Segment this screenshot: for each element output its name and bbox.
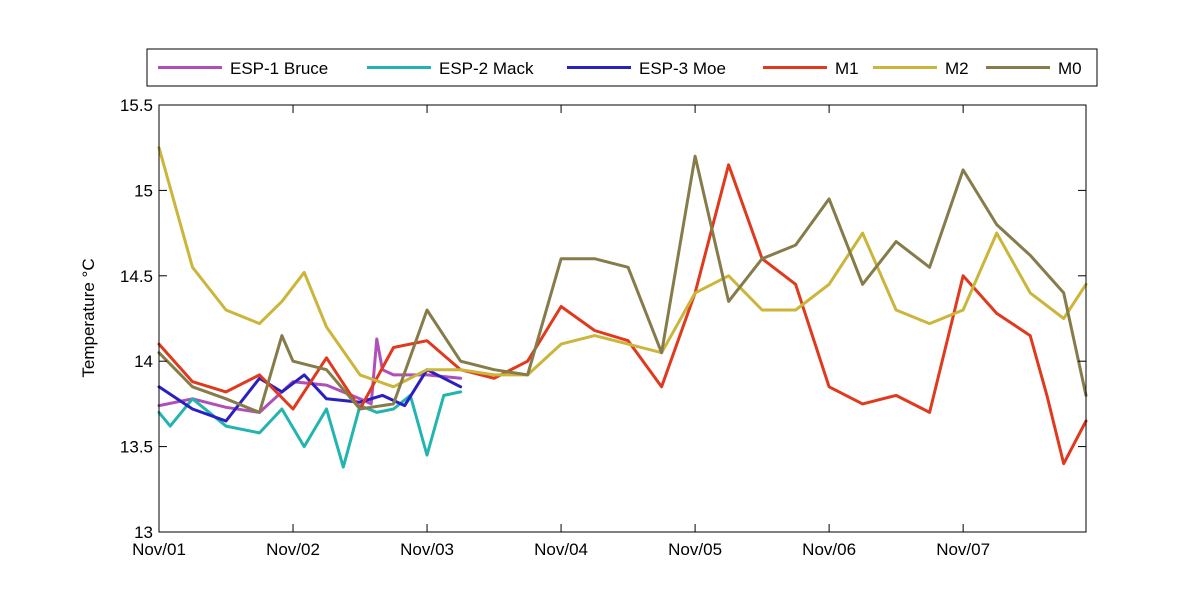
series-line-5 [157, 146, 1088, 389]
x-tick-label: Nov/01 [132, 540, 186, 559]
legend-label: ESP-1 Bruce [230, 59, 328, 78]
series-line-6 [157, 154, 1088, 414]
series-layer [157, 146, 1088, 469]
x-tick-label: Nov/07 [936, 540, 990, 559]
plot-frame [158, 104, 1087, 533]
legend-label: M2 [945, 59, 969, 78]
axis-layer: 13 13.5 14 14.5 15 15.5 Nov/01 Nov/02 Nov/03 Nov/… [120, 96, 1086, 559]
series-line-1 [157, 337, 463, 414]
y-tick-label: 14 [134, 352, 153, 371]
y-tick-label: 13 [134, 523, 153, 542]
series-line-2 [157, 390, 463, 469]
x-tick-label: Nov/02 [266, 540, 320, 559]
y-axis-label: Temperature °C [79, 258, 98, 377]
legend-label: ESP-3 Moe [639, 59, 726, 78]
y-tick-label: 13.5 [120, 438, 153, 457]
legend-label: M0 [1058, 59, 1082, 78]
legend: ESP-1 Bruce ESP-2 Mack ESP-3 Moe M1 M2 M0 [146, 48, 1098, 87]
series-line-3 [157, 368, 463, 423]
legend-label: M1 [835, 59, 859, 78]
x-tick-label: Nov/06 [802, 540, 856, 559]
plot-area [159, 105, 1086, 532]
legend-label: ESP-2 Mack [439, 59, 534, 78]
y-tick-label: 15 [134, 181, 153, 200]
y-tick-label: 14.5 [120, 267, 153, 286]
x-tick-label: Nov/05 [668, 540, 722, 559]
y-tick-label: 15.5 [120, 96, 153, 115]
x-tick-label: Nov/03 [400, 540, 454, 559]
series-line-4 [157, 163, 1088, 466]
x-tick-label: Nov/04 [534, 540, 588, 559]
